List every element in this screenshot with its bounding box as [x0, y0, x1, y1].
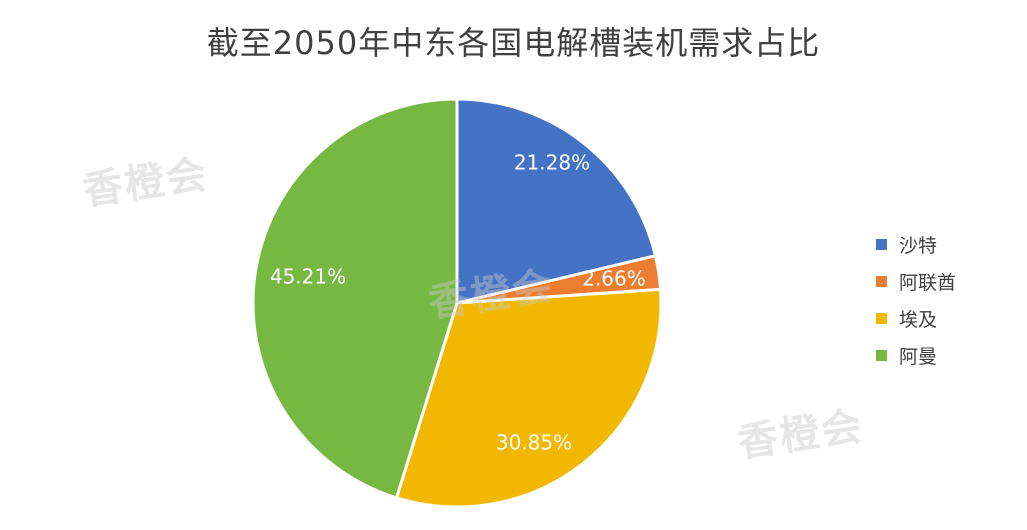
- data-label-0: 21.28%: [514, 151, 590, 175]
- data-label-1: 2.66%: [582, 267, 646, 291]
- legend-item-oman[interactable]: 阿曼: [876, 337, 956, 374]
- legend-swatch: [876, 276, 887, 287]
- legend-swatch: [876, 350, 887, 361]
- legend-label: 阿联酋: [899, 272, 957, 294]
- legend-label: 阿曼: [899, 346, 938, 368]
- legend-label: 沙特: [899, 235, 938, 257]
- pie-slice-3[interactable]: [251, 97, 459, 500]
- legend-swatch: [876, 239, 887, 250]
- pie-slice-2[interactable]: [395, 287, 663, 509]
- legend-item-saudi[interactable]: 沙特: [876, 226, 956, 263]
- chart-title: 截至2050年中东各国电解槽装机需求占比: [206, 24, 821, 62]
- legend-swatch: [876, 313, 887, 324]
- data-label-3: 45.21%: [270, 265, 346, 289]
- legend-label: 埃及: [899, 309, 938, 331]
- pie-slice-0[interactable]: [455, 97, 657, 305]
- data-label-2: 30.85%: [496, 431, 572, 455]
- legend-item-egypt[interactable]: 埃及: [876, 300, 956, 337]
- legend: 沙特 阿联酋 埃及 阿曼: [876, 226, 956, 374]
- legend-item-uae[interactable]: 阿联酋: [876, 263, 956, 300]
